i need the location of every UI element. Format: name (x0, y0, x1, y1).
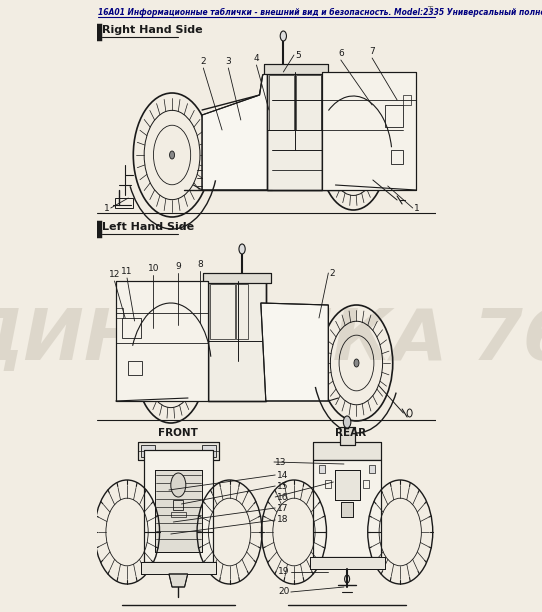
Bar (128, 361, 142, 375)
Bar (154, 470, 202, 552)
Bar (334, 470, 359, 500)
Text: FRONT: FRONT (158, 428, 198, 438)
Text: 2: 2 (201, 57, 206, 66)
Text: ┬: ┬ (427, 2, 432, 11)
Bar (208, 281, 266, 401)
Bar (391, 150, 403, 164)
Bar (122, 318, 141, 338)
Bar (363, 480, 369, 488)
Bar (309, 557, 385, 569)
Text: 3: 3 (225, 57, 231, 66)
Bar (264, 64, 328, 74)
Bar (385, 105, 403, 127)
Bar (114, 198, 133, 208)
Bar (98, 25, 100, 39)
Circle shape (170, 151, 175, 159)
Bar (334, 470, 359, 500)
Bar (313, 460, 382, 557)
Bar (264, 64, 328, 74)
Polygon shape (202, 72, 272, 190)
Text: Left Hand Side: Left Hand Side (102, 222, 194, 232)
Bar (313, 442, 382, 460)
Bar (203, 273, 271, 283)
Bar (138, 442, 219, 460)
Bar (236, 284, 248, 339)
Polygon shape (322, 72, 416, 190)
Bar (267, 72, 322, 190)
Bar (173, 500, 183, 510)
Bar (313, 442, 382, 460)
Text: 14: 14 (276, 471, 288, 479)
Text: 16: 16 (276, 493, 288, 501)
Polygon shape (261, 303, 328, 401)
Text: 17: 17 (276, 504, 288, 512)
Bar (138, 442, 219, 460)
Text: 1: 1 (104, 204, 109, 212)
Text: Right Hand Side: Right Hand Side (102, 25, 203, 35)
Bar (319, 465, 325, 473)
Polygon shape (116, 281, 208, 401)
Bar (325, 480, 332, 488)
Bar (144, 450, 212, 562)
Bar (269, 75, 294, 130)
Text: 2: 2 (330, 269, 335, 277)
Text: ДИНАМИКА 76: ДИНАМИКА 76 (0, 305, 542, 375)
Bar (296, 75, 321, 130)
Bar (141, 445, 154, 457)
Text: 10: 10 (147, 264, 159, 273)
Bar (208, 281, 266, 401)
Bar (154, 470, 202, 552)
Bar (203, 273, 271, 283)
Circle shape (343, 416, 351, 428)
Bar (309, 557, 385, 569)
Text: REAR: REAR (334, 428, 366, 438)
Bar (98, 222, 100, 236)
Bar (369, 465, 375, 473)
Circle shape (351, 154, 356, 162)
Bar (116, 308, 123, 318)
Text: 1: 1 (414, 204, 420, 212)
Circle shape (354, 359, 359, 367)
Text: 20: 20 (278, 588, 289, 597)
Text: 4: 4 (254, 54, 259, 63)
Bar (267, 72, 322, 190)
Circle shape (171, 473, 186, 497)
Bar (171, 512, 186, 517)
Text: 12: 12 (109, 270, 120, 279)
Bar (141, 562, 216, 574)
Bar (202, 445, 216, 457)
Text: 15: 15 (276, 482, 288, 490)
Bar (340, 427, 354, 445)
Text: 9: 9 (176, 262, 181, 271)
Text: 7: 7 (369, 47, 375, 56)
Text: 16A01 Информационные таблички - внешний вид и безопасность. Model:2335 Универсал: 16A01 Информационные таблички - внешний … (98, 8, 542, 17)
Polygon shape (169, 574, 188, 587)
Text: 5: 5 (295, 51, 301, 59)
Bar (210, 284, 235, 339)
Bar (340, 427, 354, 445)
Text: 19: 19 (278, 567, 289, 577)
Circle shape (169, 364, 173, 372)
Bar (403, 95, 411, 105)
Bar (341, 502, 353, 517)
Text: 18: 18 (276, 515, 288, 524)
Text: 6: 6 (338, 49, 344, 58)
Circle shape (280, 31, 287, 41)
Bar (341, 502, 353, 517)
Text: 13: 13 (275, 458, 287, 466)
Circle shape (239, 244, 245, 254)
Bar (144, 450, 212, 562)
Bar (141, 562, 216, 574)
Bar (313, 460, 382, 557)
Text: 11: 11 (121, 267, 133, 276)
Text: 8: 8 (197, 260, 203, 269)
